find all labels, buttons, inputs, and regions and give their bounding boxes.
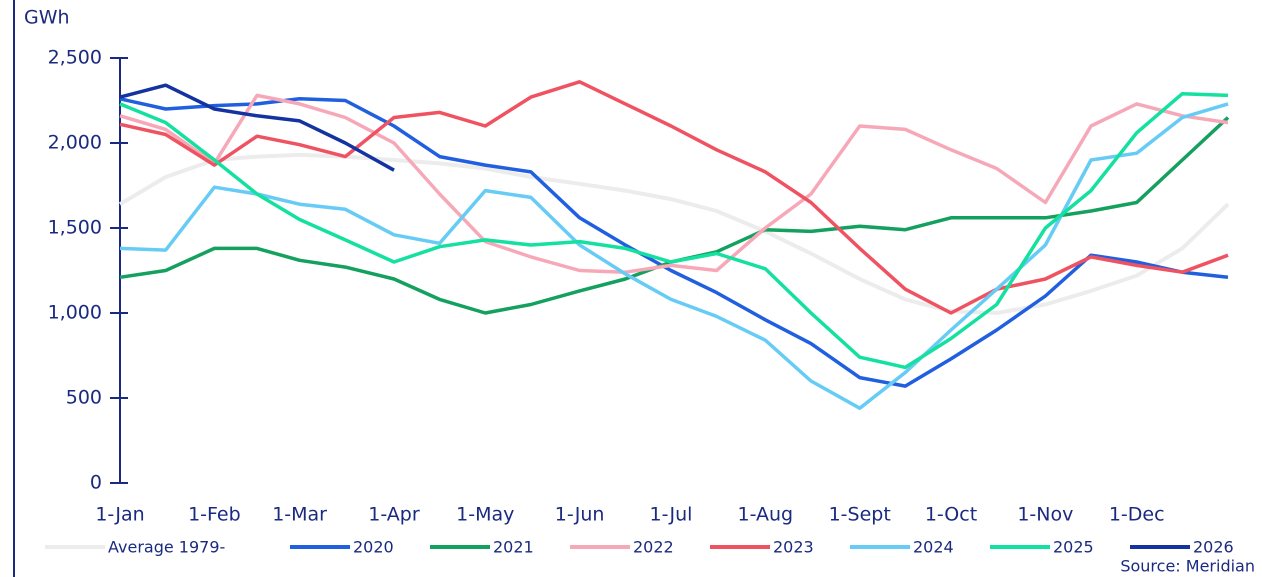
legend-label: 2023: [773, 538, 814, 557]
x-tick-label: 1-Dec: [1109, 504, 1165, 526]
legend-label: 2026: [1193, 538, 1234, 557]
y-unit: GWh: [24, 7, 70, 29]
x-tick-label: 1-Sept: [829, 504, 891, 526]
series-line: [119, 80, 1229, 315]
series-line: [119, 102, 1229, 410]
series-line: [119, 97, 1229, 388]
series-line: [119, 93, 1229, 274]
series-line: [119, 91, 1229, 370]
y-tick-label: 500: [66, 387, 102, 409]
legend-label: Average 1979-: [108, 538, 225, 557]
legend-label: 2021: [493, 538, 534, 557]
x-tick-label: 1-Jan: [95, 504, 144, 526]
x-tick-label: 1-Aug: [737, 504, 793, 526]
y-tick-label: 1,500: [48, 217, 102, 239]
x-tick-label: 1-Jul: [649, 504, 692, 526]
x-tick-label: 1-May: [456, 504, 514, 526]
x-tick-label: 1-Mar: [272, 504, 327, 526]
legend-label: 2024: [913, 538, 954, 557]
y-tick-label: 1,000: [48, 302, 102, 324]
x-tick-label: 1-Jun: [555, 504, 605, 526]
x-tick-label: 1-Nov: [1017, 504, 1073, 526]
x-tick-label: 1-Apr: [368, 504, 420, 526]
legend-label: 2022: [633, 538, 674, 557]
y-tick-label: 2,500: [48, 47, 102, 69]
series-line: [119, 83, 395, 172]
source: Source: Meridian: [1120, 557, 1255, 576]
legend-label: 2020: [353, 538, 394, 557]
series-line: [118, 152, 1230, 315]
legend-label: 2025: [1053, 538, 1094, 557]
y-tick-label: 0: [90, 472, 102, 494]
y-tick-label: 2,000: [48, 132, 102, 154]
x-tick-label: 1-Feb: [188, 504, 241, 526]
x-tick-label: 1-Oct: [925, 504, 977, 526]
